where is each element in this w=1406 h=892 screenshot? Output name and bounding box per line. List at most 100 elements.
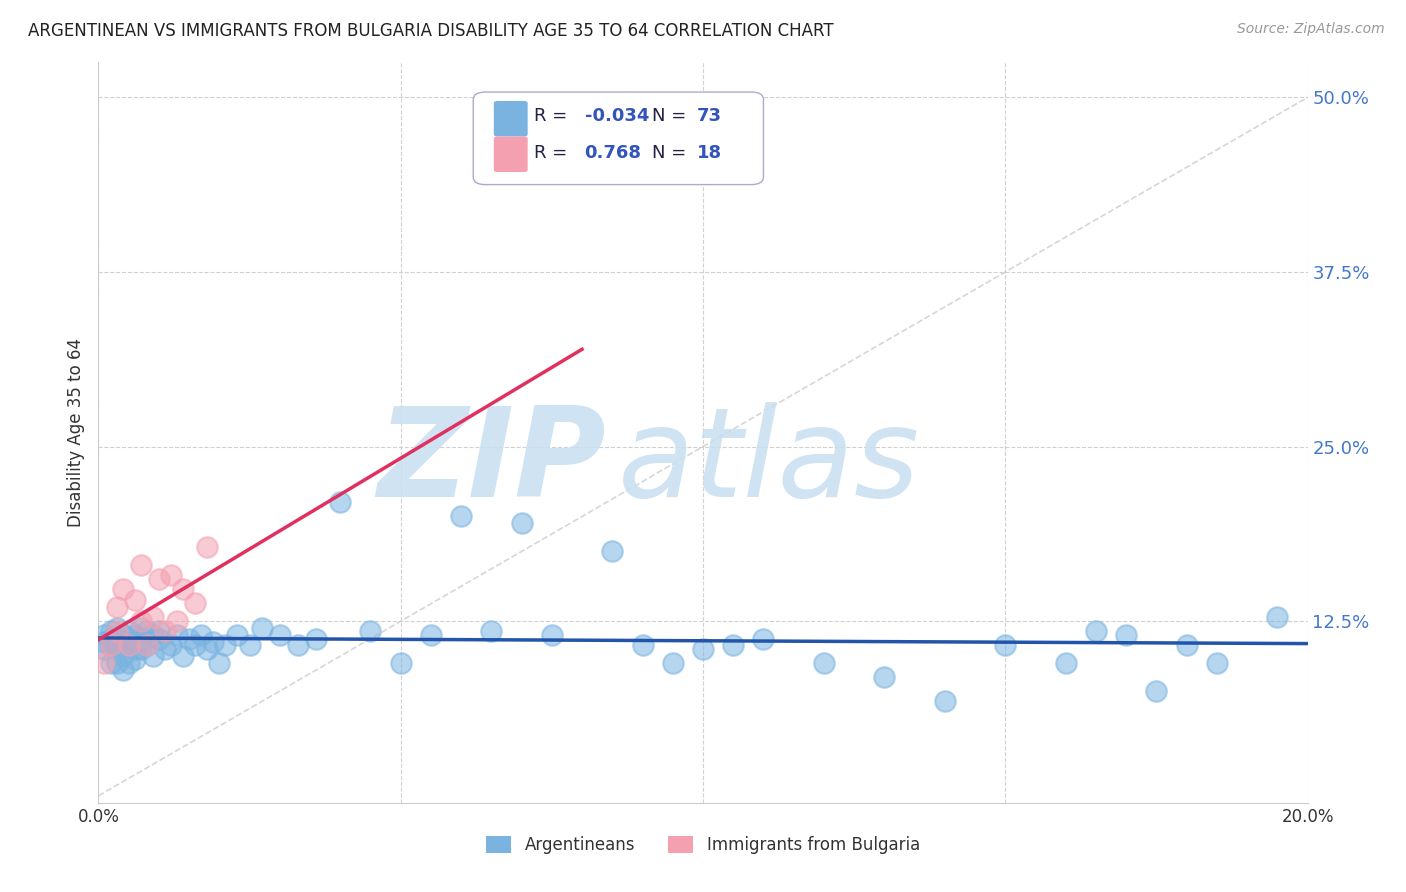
Point: [1267, 610, 1289, 624]
Point: [166, 628, 188, 642]
Point: [329, 495, 352, 509]
Text: N =: N =: [652, 108, 692, 126]
Point: [813, 656, 835, 670]
Point: [661, 656, 683, 670]
Point: [420, 628, 443, 642]
Point: [135, 624, 157, 638]
Point: [135, 638, 157, 652]
Point: [305, 632, 328, 647]
Point: [179, 632, 201, 647]
Point: [105, 600, 128, 615]
Point: [1054, 656, 1077, 670]
Point: [105, 635, 128, 649]
Text: ZIP: ZIP: [378, 401, 606, 523]
Y-axis label: Disability Age 35 to 64: Disability Age 35 to 64: [66, 338, 84, 527]
Text: -0.034: -0.034: [585, 108, 650, 126]
Point: [148, 572, 170, 586]
Text: R =: R =: [534, 144, 572, 161]
Point: [153, 624, 176, 638]
Point: [1115, 628, 1137, 642]
Point: [129, 621, 152, 635]
Point: [1144, 684, 1167, 698]
Point: [100, 656, 122, 670]
Text: N =: N =: [652, 144, 692, 161]
Point: [389, 656, 412, 670]
Point: [226, 628, 249, 642]
Point: [129, 614, 152, 628]
Point: [118, 638, 141, 652]
Point: [142, 628, 165, 642]
Point: [105, 642, 128, 657]
Point: [202, 635, 225, 649]
Point: [135, 638, 157, 652]
Text: atlas: atlas: [619, 401, 921, 523]
Point: [1085, 624, 1108, 638]
Point: [111, 582, 134, 596]
Text: 0.768: 0.768: [585, 144, 641, 161]
Point: [100, 638, 122, 652]
Legend: Argentineans, Immigrants from Bulgaria: Argentineans, Immigrants from Bulgaria: [479, 830, 927, 861]
Point: [873, 670, 896, 684]
Point: [540, 628, 562, 642]
Point: [105, 621, 128, 635]
Point: [93, 628, 115, 642]
Point: [148, 632, 170, 647]
Point: [118, 656, 141, 670]
Point: [1175, 638, 1198, 652]
Point: [118, 632, 141, 647]
Point: [190, 628, 212, 642]
Point: [269, 628, 291, 642]
Point: [160, 568, 183, 582]
Point: [510, 516, 533, 531]
Point: [93, 656, 115, 670]
Point: [111, 649, 134, 664]
Point: [142, 610, 165, 624]
Point: [195, 642, 218, 657]
Text: 18: 18: [697, 144, 723, 161]
Point: [250, 621, 273, 635]
Point: [994, 638, 1017, 652]
Point: [93, 642, 115, 657]
Point: [602, 544, 624, 558]
Point: [100, 638, 122, 652]
Point: [166, 614, 188, 628]
Point: [172, 649, 194, 664]
Point: [208, 656, 231, 670]
Point: [360, 624, 382, 638]
Text: Source: ZipAtlas.com: Source: ZipAtlas.com: [1237, 22, 1385, 37]
Point: [214, 638, 236, 652]
Point: [239, 638, 262, 652]
Point: [184, 638, 207, 652]
Point: [118, 624, 141, 638]
Point: [934, 694, 956, 708]
Text: 73: 73: [697, 108, 721, 126]
Point: [100, 632, 122, 647]
Point: [105, 656, 128, 670]
Point: [111, 628, 134, 642]
Point: [124, 593, 146, 607]
Point: [118, 638, 141, 652]
FancyBboxPatch shape: [494, 101, 527, 136]
Point: [129, 558, 152, 573]
Point: [195, 540, 218, 554]
FancyBboxPatch shape: [494, 136, 527, 172]
Point: [100, 624, 122, 638]
Point: [481, 624, 503, 638]
Point: [111, 663, 134, 677]
Point: [148, 624, 170, 638]
Point: [93, 635, 115, 649]
Point: [723, 638, 745, 652]
Point: [752, 632, 775, 647]
Point: [111, 638, 134, 652]
Point: [124, 652, 146, 666]
Point: [692, 642, 714, 657]
Point: [1206, 656, 1229, 670]
Text: ARGENTINEAN VS IMMIGRANTS FROM BULGARIA DISABILITY AGE 35 TO 64 CORRELATION CHAR: ARGENTINEAN VS IMMIGRANTS FROM BULGARIA …: [28, 22, 834, 40]
Point: [129, 632, 152, 647]
Point: [172, 582, 194, 596]
FancyBboxPatch shape: [474, 92, 763, 185]
Point: [129, 642, 152, 657]
Point: [184, 596, 207, 610]
Point: [287, 638, 309, 652]
Point: [160, 638, 183, 652]
